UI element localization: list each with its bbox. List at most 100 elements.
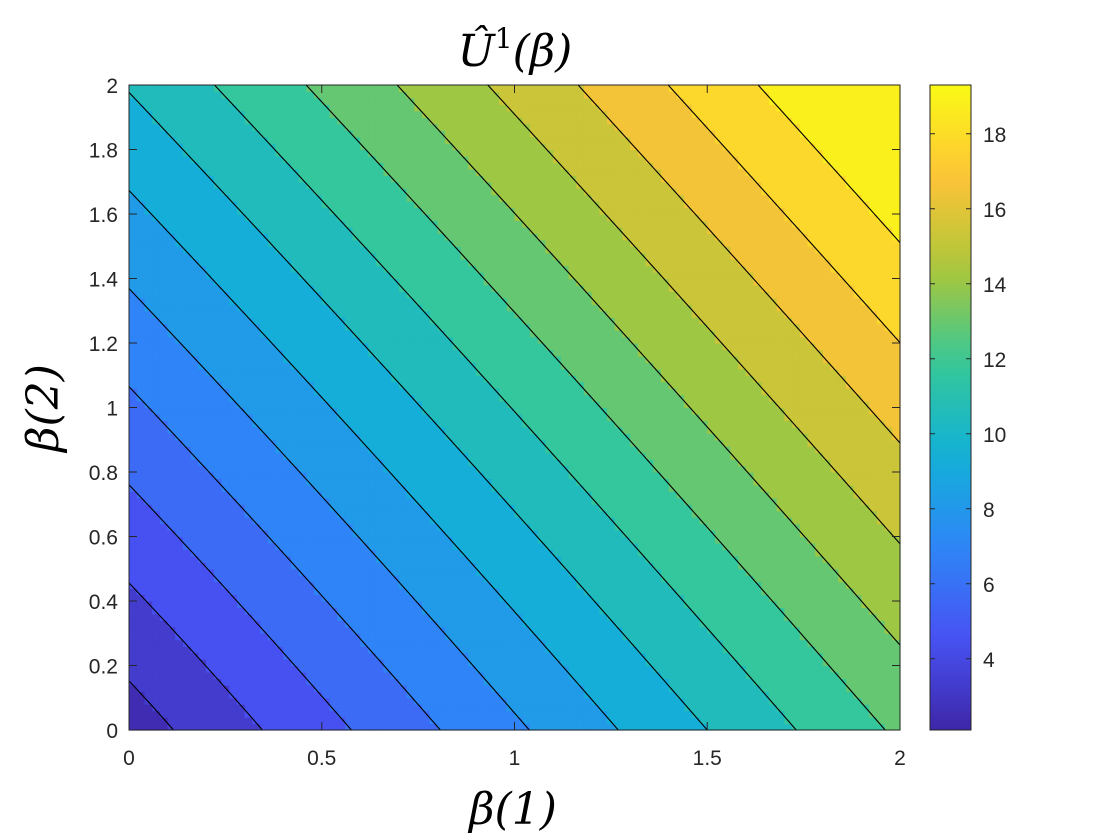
contour-fill-cell [491, 620, 500, 628]
contour-fill-cell [229, 678, 238, 686]
contour-fill-cell [414, 633, 423, 641]
contour-fill-cell [198, 484, 207, 492]
contour-fill-cell [298, 517, 307, 525]
contour-fill-cell [314, 233, 323, 241]
contour-fill-cell [329, 130, 338, 138]
contour-fill-cell [483, 697, 492, 705]
contour-fill-cell [206, 310, 215, 318]
contour-fill-cell [499, 717, 508, 725]
contour-fill-cell [167, 188, 176, 196]
contour-fill-cell [275, 413, 284, 421]
contour-fill-cell [152, 684, 161, 692]
contour-fill-cell [159, 691, 169, 699]
contour-fill-cell [414, 671, 423, 679]
contour-fill-cell [298, 536, 307, 544]
contour-fill-cell [244, 401, 253, 409]
contour-fill-cell [213, 517, 223, 525]
contour-fill-cell [491, 278, 500, 286]
contour-fill-cell [275, 368, 284, 376]
contour-fill-cell [414, 497, 423, 505]
contour-fill-cell [244, 252, 253, 260]
contour-fill-cell [198, 639, 207, 647]
contour-fill-cell [182, 272, 192, 280]
contour-fill-cell [337, 310, 346, 318]
contour-fill-cell [306, 478, 315, 486]
contour-fill-cell [337, 220, 346, 228]
contour-fill-cell [175, 278, 184, 286]
contour-fill-cell [229, 375, 238, 383]
contour-fill-cell [506, 542, 516, 550]
contour-fill-cell [491, 284, 500, 292]
contour-fill-cell [229, 665, 238, 673]
contour-fill-cell [144, 484, 153, 492]
contour-fill-cell [159, 517, 169, 525]
contour-fill-cell [329, 291, 338, 299]
contour-fill-cell [368, 704, 377, 712]
contour-fill-cell [229, 452, 238, 460]
contour-fill-cell [329, 162, 338, 170]
contour-fill-cell [206, 420, 215, 428]
contour-fill-cell [391, 665, 400, 673]
contour-fill-cell [306, 272, 315, 280]
contour-fill-cell [475, 259, 485, 267]
contour-fill-cell [290, 491, 300, 499]
contour-fill-cell [167, 652, 176, 660]
contour-fill-cell [321, 555, 331, 563]
contour-fill-cell [429, 110, 438, 118]
contour-fill-cell [368, 523, 377, 531]
contour-fill-cell [213, 97, 223, 105]
contour-fill-cell [398, 601, 408, 609]
contour-fill-cell [429, 278, 438, 286]
contour-fill-cell [460, 401, 469, 409]
contour-fill-cell [244, 214, 253, 222]
contour-fill-cell [252, 149, 261, 157]
contour-fill-cell [437, 304, 446, 312]
contour-fill-cell [275, 91, 284, 99]
contour-fill-cell [190, 136, 199, 144]
contour-fill-cell [499, 388, 508, 396]
contour-fill-cell [152, 678, 161, 686]
contour-fill-cell [398, 355, 408, 363]
contour-fill-cell [290, 697, 300, 705]
contour-fill-cell [306, 633, 315, 641]
contour-fill-cell [159, 362, 169, 370]
contour-fill-cell [321, 542, 331, 550]
contour-fill-cell [337, 491, 346, 499]
contour-fill-cell [483, 562, 492, 570]
contour-fill-cell [175, 517, 184, 525]
contour-fill-cell [129, 639, 138, 647]
contour-fill-cell [391, 117, 400, 125]
contour-fill-cell [229, 220, 238, 228]
contour-fill-cell [267, 246, 277, 254]
contour-fill-cell [260, 226, 269, 234]
contour-fill-cell [190, 381, 199, 389]
contour-fill-cell [252, 659, 261, 667]
contour-fill-cell [429, 362, 438, 370]
contour-fill-cell [260, 717, 269, 725]
contour-fill-cell [167, 291, 176, 299]
contour-fill-cell [368, 194, 377, 202]
contour-fill-cell [213, 162, 223, 170]
contour-fill-cell [229, 97, 238, 105]
contour-fill-cell [275, 388, 284, 396]
contour-fill-cell [414, 452, 423, 460]
contour-fill-cell [229, 704, 238, 712]
contour-fill-cell [136, 607, 146, 615]
contour-fill-cell [267, 155, 277, 163]
contour-fill-cell [252, 246, 261, 254]
contour-fill-cell [298, 214, 307, 222]
contour-fill-cell [182, 85, 192, 93]
contour-fill-cell [352, 530, 361, 538]
contour-fill-cell [182, 304, 192, 312]
contour-fill-cell [267, 220, 277, 228]
contour-fill-cell [229, 336, 238, 344]
contour-fill-cell [445, 181, 454, 189]
contour-fill-cell [298, 504, 307, 512]
contour-fill-cell [491, 110, 500, 118]
contour-fill-cell [352, 317, 361, 325]
contour-fill-cell [321, 246, 331, 254]
contour-fill-cell [136, 194, 146, 202]
contour-fill-cell [136, 246, 146, 254]
contour-fill-cell [298, 426, 307, 434]
contour-fill-cell [167, 484, 176, 492]
